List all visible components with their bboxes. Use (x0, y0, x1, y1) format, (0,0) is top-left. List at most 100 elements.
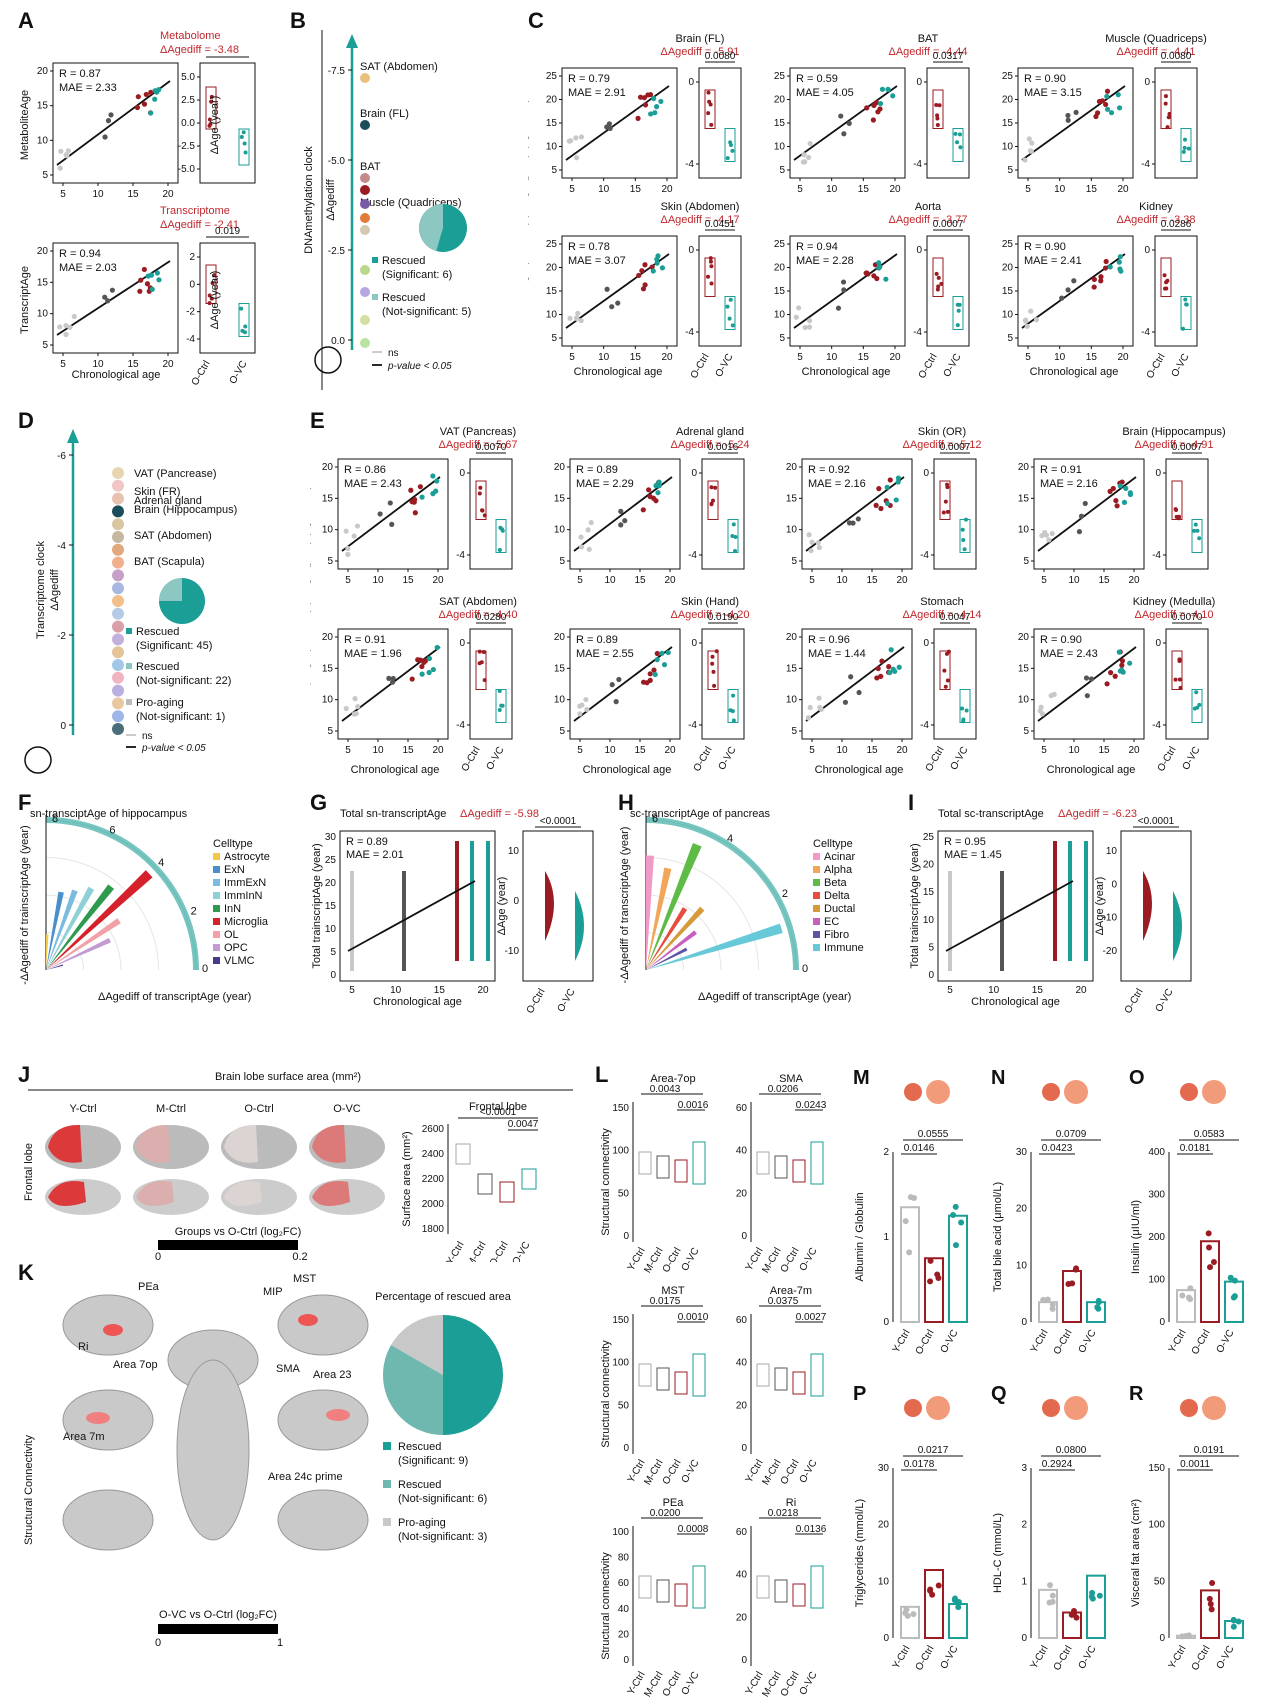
data-point (647, 677, 653, 683)
data-point (876, 264, 882, 270)
x-tick-label: 5 (569, 352, 575, 363)
y-tick-label: 15 (554, 493, 566, 504)
arc-tick-label: 2 (191, 906, 197, 918)
legend-swatch (372, 294, 378, 300)
data-point (1187, 1296, 1194, 1303)
box-o-vc (238, 128, 250, 166)
panel-letter: R (1129, 1383, 1144, 1405)
data-point (578, 534, 584, 540)
data-point (809, 539, 815, 545)
data-point (956, 308, 961, 313)
data-point (148, 89, 154, 95)
violin-o-vc (575, 891, 584, 961)
plot-frame (52, 62, 179, 184)
data-point (802, 159, 808, 165)
y-axis-label: Structural Connectivity (23, 1434, 35, 1545)
scatter-box-group: 5 10 15 20 20 15 10 5 R = 0.89 MAE = 2.29 0 -4 0.001… (554, 442, 745, 586)
tissue-point (112, 659, 124, 671)
tissue-point (360, 225, 370, 235)
tissue-label: BAT (360, 161, 381, 173)
mae-value: MAE = 2.41 (1024, 255, 1082, 267)
x-tick-label: 10 (372, 575, 384, 586)
tissue-point (112, 492, 124, 505)
data-point (733, 548, 738, 553)
x-tick-label: 20 (889, 352, 901, 363)
data-point (927, 1586, 934, 1593)
data-point (903, 1606, 910, 1613)
data-point (243, 324, 248, 329)
clock-icon (24, 746, 52, 774)
plot-frame (569, 628, 681, 740)
scatter-box-group: 5 10 15 20 20 15 10 5 R = 0.86 MAE = 2.43 0 -4 0.007… (322, 442, 513, 586)
x-tick-label: 5 (1041, 575, 1047, 586)
data-point (137, 288, 143, 294)
y-tick-label: 0 (1021, 1317, 1027, 1328)
plot-frame (801, 458, 913, 570)
data-point (879, 86, 886, 92)
panel-letter-k: K (18, 1260, 34, 1285)
data-point (207, 117, 212, 122)
data-point (945, 485, 950, 490)
chart-title: VAT (Pancreas) (440, 426, 516, 438)
bar (1038, 1588, 1058, 1639)
data-point (961, 537, 966, 542)
data-point (957, 302, 962, 307)
x-tick-label: 10 (1068, 745, 1080, 756)
organ-icon (1064, 1080, 1088, 1104)
violin-o-ctrl (545, 871, 554, 941)
row-label: Frontal lobe (23, 1143, 35, 1201)
x-tick-label: 15 (1086, 352, 1098, 363)
data-point (708, 259, 713, 264)
data-point (927, 1278, 934, 1285)
strip-column (350, 871, 354, 971)
pie-not-significant (418, 204, 443, 252)
box-o-ctrl (939, 480, 951, 520)
y-tick-label: 5 (327, 726, 333, 737)
y-tick-label: -10 (505, 946, 520, 957)
group-label: O-Ctrl (1190, 1328, 1213, 1357)
arc-band (645, 817, 799, 971)
scatter-box-group: 5 10 15 20 25 20 15 10 5 R = 0.90 MAE = 2.41 0 -4 0.0… (1002, 219, 1198, 381)
p-value: <0.0001 (480, 1107, 517, 1118)
x-axis-label: Chronological age (583, 764, 672, 776)
p-value: 0.0010 (678, 1312, 709, 1323)
tissue-point (360, 173, 370, 183)
y-axis-label: Visceral fat area (cm²) (1130, 1499, 1142, 1607)
legend-swatch (813, 892, 820, 899)
scatter-box-group: 5 10 15 20 20 15 10 5 R = 0.87 MAE = 2.33 5.0 2.5 0.… (37, 55, 256, 200)
y-tick-label: 60 (736, 1103, 748, 1114)
panel-letter-a: A (18, 8, 34, 33)
y-tick-label: -5.0 (328, 156, 346, 167)
data-point (1121, 499, 1128, 505)
group-label: O-VC (680, 1246, 702, 1273)
scale-max: 0.2 (292, 1251, 307, 1262)
organ-icon (1042, 1083, 1060, 1101)
group-label: O-Ctrl (661, 1670, 684, 1699)
data-point (1095, 1297, 1102, 1304)
data-point (936, 275, 941, 280)
data-point (566, 138, 572, 144)
data-point (1116, 649, 1122, 655)
data-point (102, 294, 108, 300)
x-tick-label: 10 (988, 985, 1000, 996)
x-tick-label: 20 (896, 575, 908, 586)
data-point (1193, 522, 1198, 527)
data-point (1195, 705, 1200, 710)
area-label: Area 7op (113, 1359, 158, 1371)
scatter-box-group: 5 10 15 20 20 15 10 5 R = 0.96 MAE = 1.44 0 -4 0.004… (786, 612, 977, 774)
group-box (656, 1367, 670, 1391)
x-tick-label: 20 (477, 985, 489, 996)
data-point (1165, 125, 1170, 130)
x-tick-label: 15 (858, 184, 870, 195)
highlight-region (326, 1409, 350, 1421)
plot-frame (337, 628, 449, 740)
data-point (63, 323, 69, 329)
data-point (654, 650, 660, 657)
tissue-point (360, 185, 370, 195)
group-box (692, 1141, 706, 1185)
box-o-vc (1191, 689, 1203, 723)
x-tick-label: 15 (1098, 745, 1110, 756)
legend-label: (Significant: 45) (136, 640, 212, 652)
data-point (573, 135, 579, 141)
y-tick-label: 0 (1155, 638, 1161, 649)
